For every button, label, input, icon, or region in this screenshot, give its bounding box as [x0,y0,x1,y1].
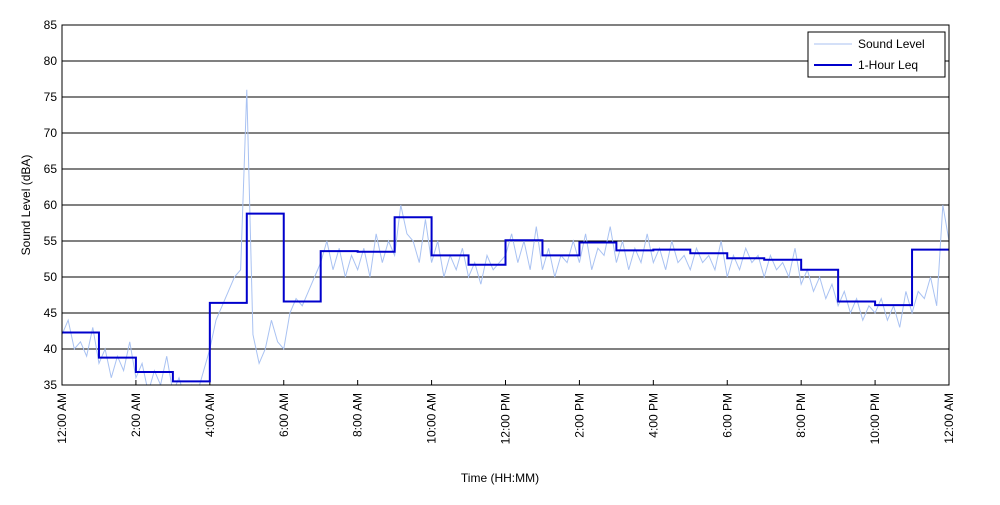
x-tick-label: 2:00 PM [572,393,586,438]
y-tick-label: 70 [44,126,58,140]
legend-box [807,31,946,78]
x-tick-label: 8:00 AM [351,393,365,437]
y-tick-label: 45 [44,306,58,320]
y-tick-label: 75 [44,90,58,104]
x-tick-label: 6:00 AM [277,393,291,437]
y-tick-label: 40 [44,342,58,356]
x-tick-label: 6:00 PM [720,393,734,438]
legend-label: 1-Hour Leq [858,58,918,72]
x-tick-label: 4:00 PM [646,393,660,438]
y-tick-label: 85 [44,18,58,32]
x-axis-label: Time (HH:MM) [461,471,539,485]
y-tick-label: 60 [44,198,58,212]
series-line [62,212,949,383]
legend-label: Sound Level [858,37,925,51]
x-tick-label: 8:00 PM [794,393,808,438]
x-tick-label: 12:00 PM [499,393,513,444]
y-tick-label: 55 [44,234,58,248]
x-tick-label: 10:00 PM [868,393,882,444]
x-tick-label: 12:00 AM [942,393,956,444]
y-tick-label: 35 [44,378,58,392]
y-tick-label: 80 [44,54,58,68]
x-tick-label: 10:00 AM [425,393,439,444]
x-tick-label: 4:00 AM [203,393,217,437]
y-axis-label: Sound Level (dBA) [19,155,33,256]
x-tick-label: 12:00 AM [55,393,69,444]
x-tick-label: 2:00 AM [129,393,143,437]
y-tick-label: 50 [44,270,58,284]
y-tick-label: 65 [44,162,58,176]
plot-frame [61,24,950,386]
